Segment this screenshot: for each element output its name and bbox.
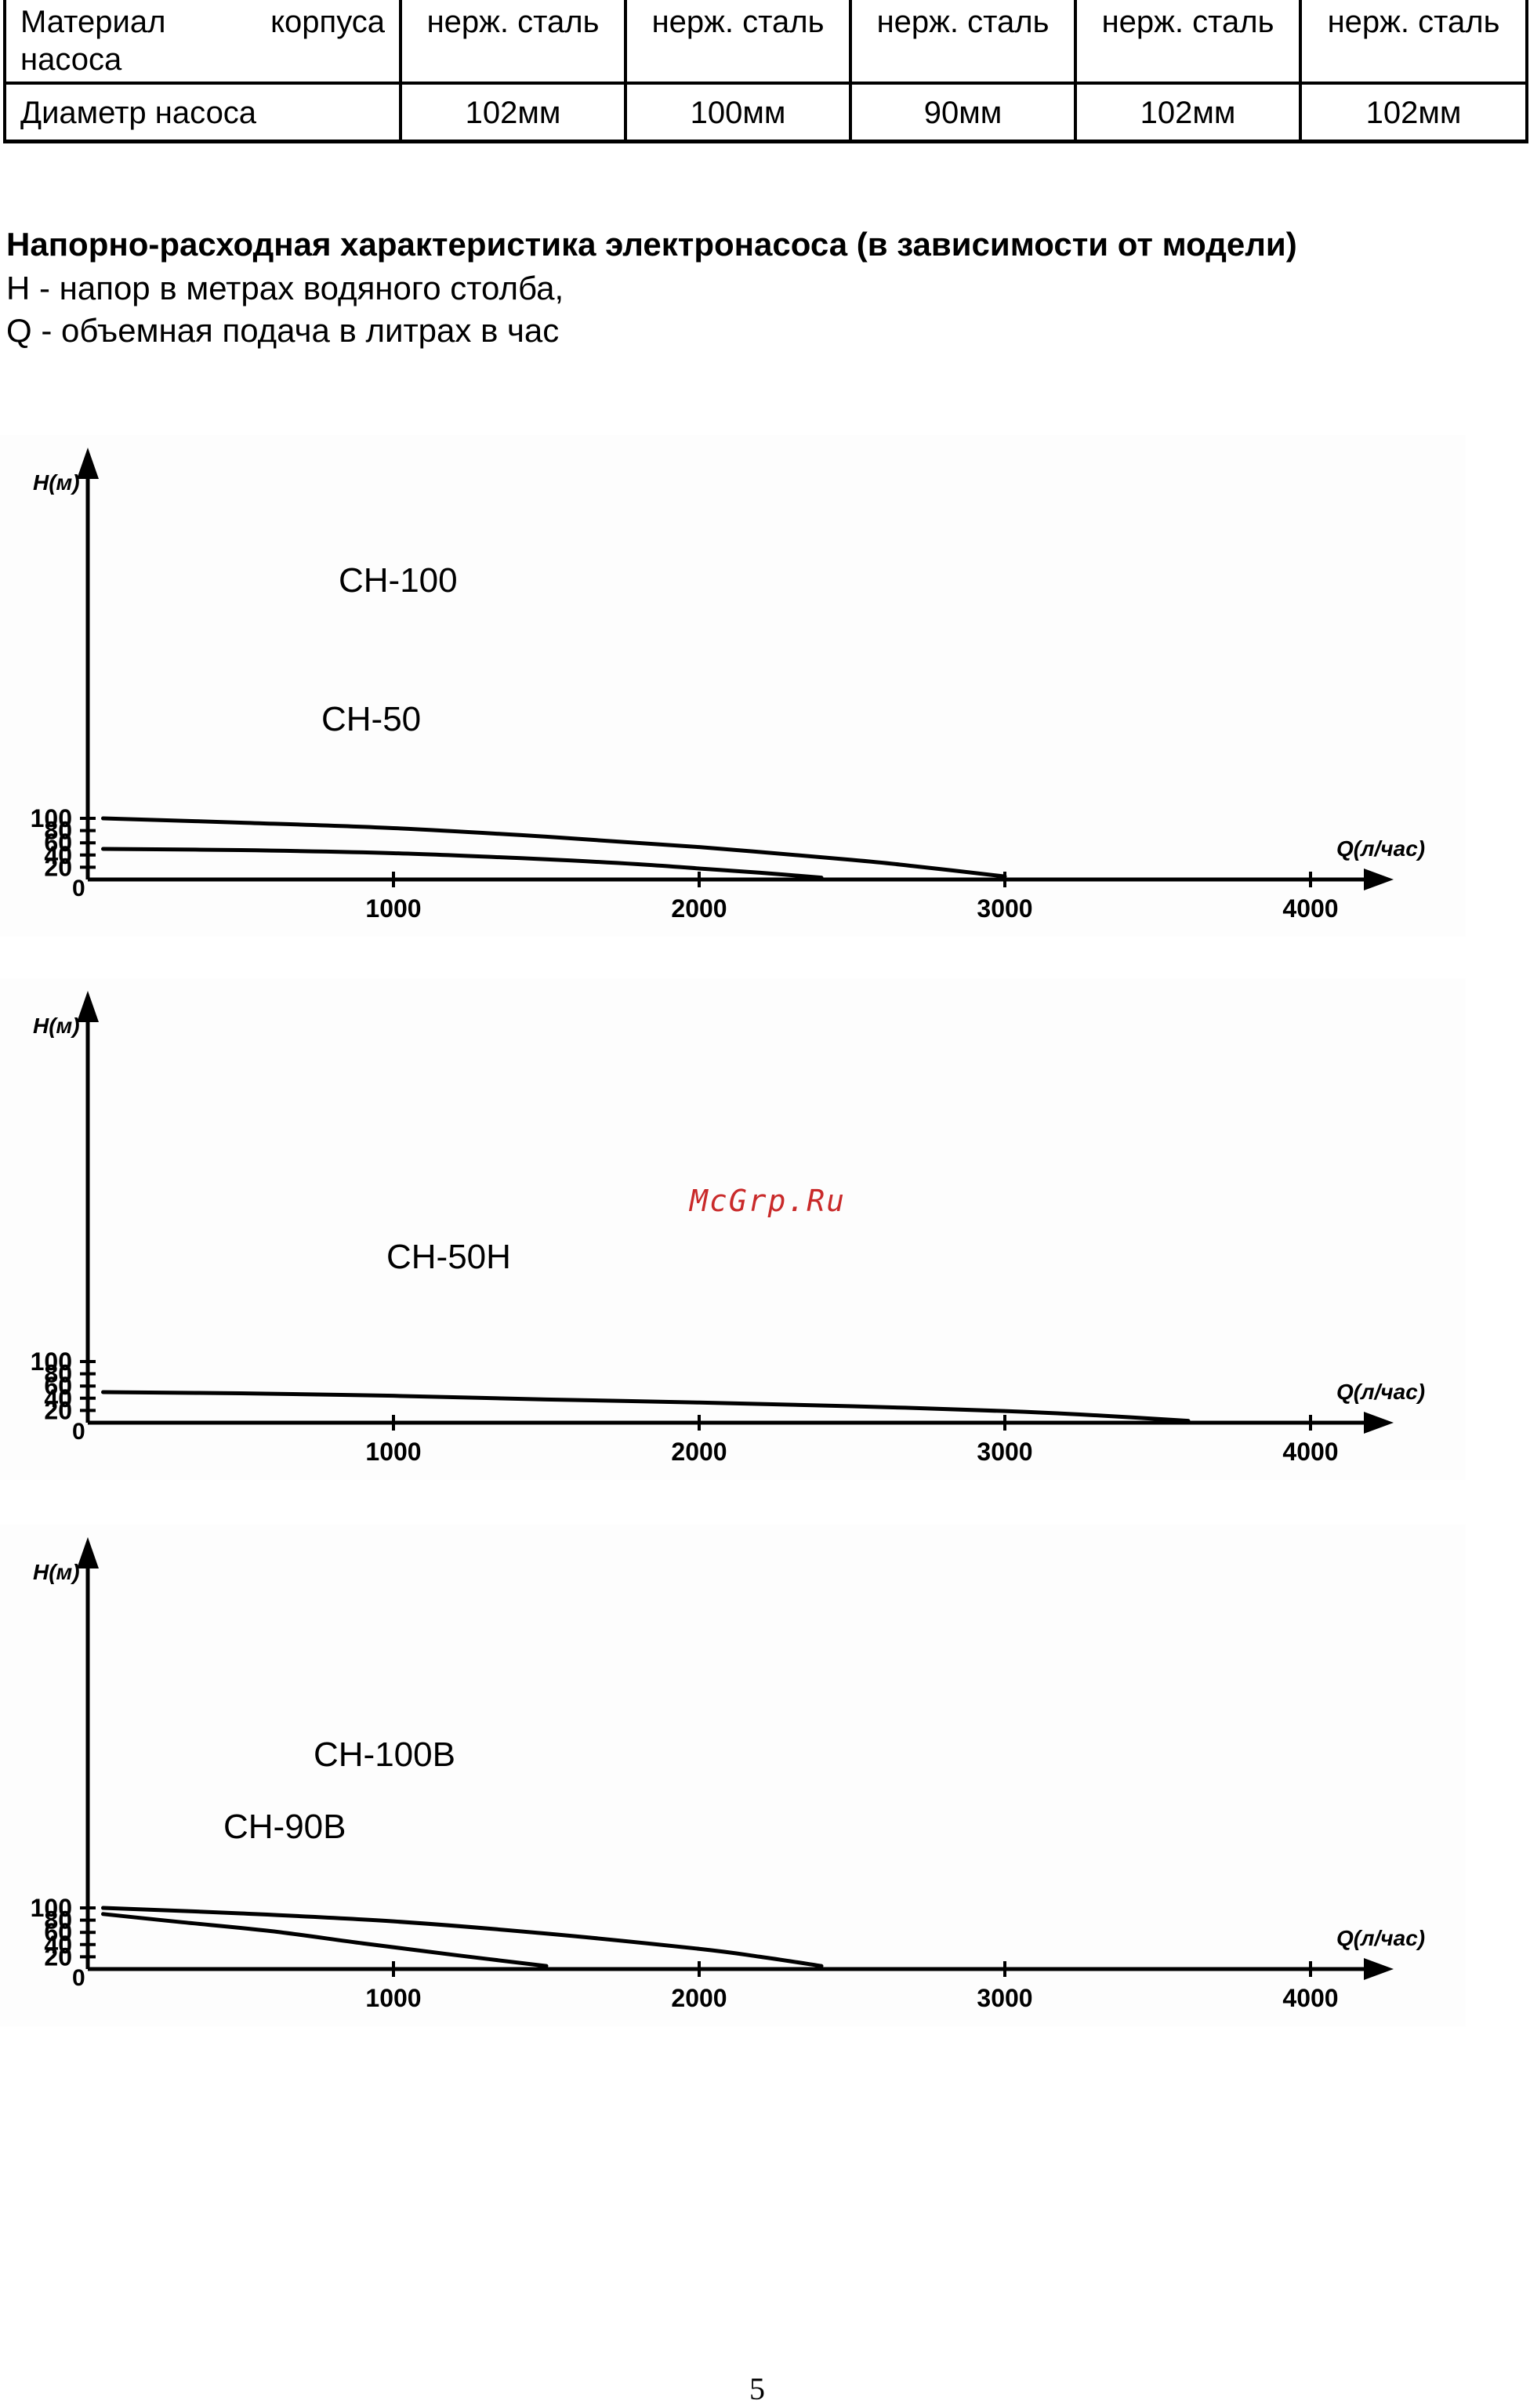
series-line-ch-50: [101, 847, 824, 880]
row-label: Материал корпуса насоса: [3, 0, 402, 85]
chart-ch100-ch50: H(м) Q(л/час) 0 1000 2000 3000 4000 20406080100…: [31, 448, 1425, 923]
table-cell: 90мм: [849, 83, 1077, 143]
series-line-ch-50h: [101, 1390, 1191, 1423]
y-tick-label: 40: [44, 1931, 72, 1959]
series-line-ch-90b: [101, 1912, 549, 1968]
y-tick-label: 100: [31, 1347, 72, 1376]
y-tick-label: 80: [44, 817, 72, 845]
chart-panel-1: H(м) Q(л/час) 0 1000 2000 3000 4000 20 40 60 80 100…: [0, 435, 1466, 937]
y-tick-label: 80: [44, 1906, 72, 1935]
x-tick-label: 3000: [977, 1438, 1032, 1466]
series-label-ch-90b: CH-90B: [223, 1808, 346, 1846]
origin-label: 0: [72, 1419, 85, 1445]
x-axis-label: Q(л/час): [1336, 1380, 1425, 1404]
series-line-ch-100: [101, 816, 1007, 879]
row-label: Диаметр насоса: [3, 83, 402, 143]
table-cell: 102мм: [1074, 83, 1302, 143]
table-cell: нерж. сталь: [1074, 0, 1302, 85]
y-tick-label: 60: [44, 1372, 72, 1400]
x-axis-label: Q(л/час): [1336, 1926, 1425, 1950]
chart-panel-2: H(м) Q(л/час) 0 1000 2000 3000 4000 20 40 60 80 100…: [0, 978, 1466, 1480]
y-tick-label: 40: [44, 841, 72, 869]
x-axis-arrow: [1364, 1958, 1394, 1980]
x-tick-label: 4000: [1282, 1984, 1338, 2012]
x-tick-label: 1000: [365, 1438, 421, 1466]
y-tick-label: 20: [44, 1396, 72, 1424]
series-line-ch-100b: [101, 1906, 824, 1968]
table-row-housing-material: Материал корпуса насоса нерж. сталь нерж…: [3, 0, 1528, 85]
table-cell: нерж. сталь: [849, 0, 1077, 85]
x-tick-label: 4000: [1282, 894, 1338, 923]
y-axis-label: H(м): [33, 1014, 80, 1038]
x-tick-label: 3000: [977, 1984, 1032, 2012]
x-tick-label: 2000: [671, 1984, 727, 2012]
x-tick-label: 2000: [671, 894, 727, 923]
table-row-pump-diameter: Диаметр насоса 102мм 100мм 90мм 102мм 10…: [3, 83, 1528, 143]
y-tick-label: 20: [44, 853, 72, 881]
y-tick-label: 20: [44, 1942, 72, 1971]
x-tick-label: 1000: [365, 1984, 421, 2012]
chart-ch50h: H(м) Q(л/час) 0 1000 2000 3000 4000 20406080100…: [31, 991, 1425, 1466]
y-axis-label: H(м): [33, 470, 80, 495]
y-axis-arrow: [77, 448, 99, 479]
y-tick-label: 60: [44, 1918, 72, 1946]
y-axis-label: H(м): [33, 1560, 80, 1584]
y-axis-arrow: [77, 1537, 99, 1568]
table-cell: 102мм: [399, 83, 627, 143]
x-axis-label: Q(л/час): [1336, 836, 1425, 861]
table-cell: 100мм: [624, 83, 852, 143]
x-tick-label: 3000: [977, 894, 1032, 923]
chart-ch100b-ch90b: H(м) Q(л/час) 0 1000 2000 3000 4000 20406080100…: [31, 1537, 1425, 2012]
series-label-ch-50h: CH-50H: [386, 1238, 511, 1276]
x-tick-label: 4000: [1282, 1438, 1338, 1466]
h-definition: H - напор в метрах водяного столба,: [6, 270, 564, 306]
watermark: McGrp.Ru: [690, 1184, 847, 1218]
y-tick-label: 100: [31, 804, 72, 832]
table-cell: нерж. сталь: [1299, 0, 1528, 85]
origin-label: 0: [72, 876, 85, 901]
specifications-table: Материал корпуса насоса нерж. сталь нерж…: [3, 0, 1528, 143]
series-label-ch-100: CH-100: [339, 561, 458, 600]
series-label-ch-50: CH-50: [321, 700, 421, 738]
chart-panel-3: H(м) Q(л/час) 0 1000 2000 3000 4000 20 40 60 80 100…: [0, 1525, 1466, 2026]
q-definition: Q - объемная подача в литрах в час: [6, 312, 560, 349]
table-cell: нерж. сталь: [399, 0, 627, 85]
table-cell: 102мм: [1299, 83, 1528, 143]
x-axis-arrow: [1364, 1412, 1394, 1434]
x-tick-label: 1000: [365, 894, 421, 923]
y-tick-label: 80: [44, 1360, 72, 1388]
table-cell: нерж. сталь: [624, 0, 852, 85]
y-tick-label: 60: [44, 829, 72, 857]
x-tick-label: 2000: [671, 1438, 727, 1466]
origin-label: 0: [72, 1965, 85, 1991]
y-axis-arrow: [77, 991, 99, 1022]
x-axis-arrow: [1364, 869, 1394, 890]
y-tick-label: 40: [44, 1384, 72, 1413]
y-tick-label: 100: [31, 1894, 72, 1922]
page-number: 5: [749, 2371, 765, 2406]
series-label-ch-100b: CH-100B: [314, 1735, 455, 1774]
section-title: Напорно-расходная характеристика электро…: [6, 226, 1297, 263]
